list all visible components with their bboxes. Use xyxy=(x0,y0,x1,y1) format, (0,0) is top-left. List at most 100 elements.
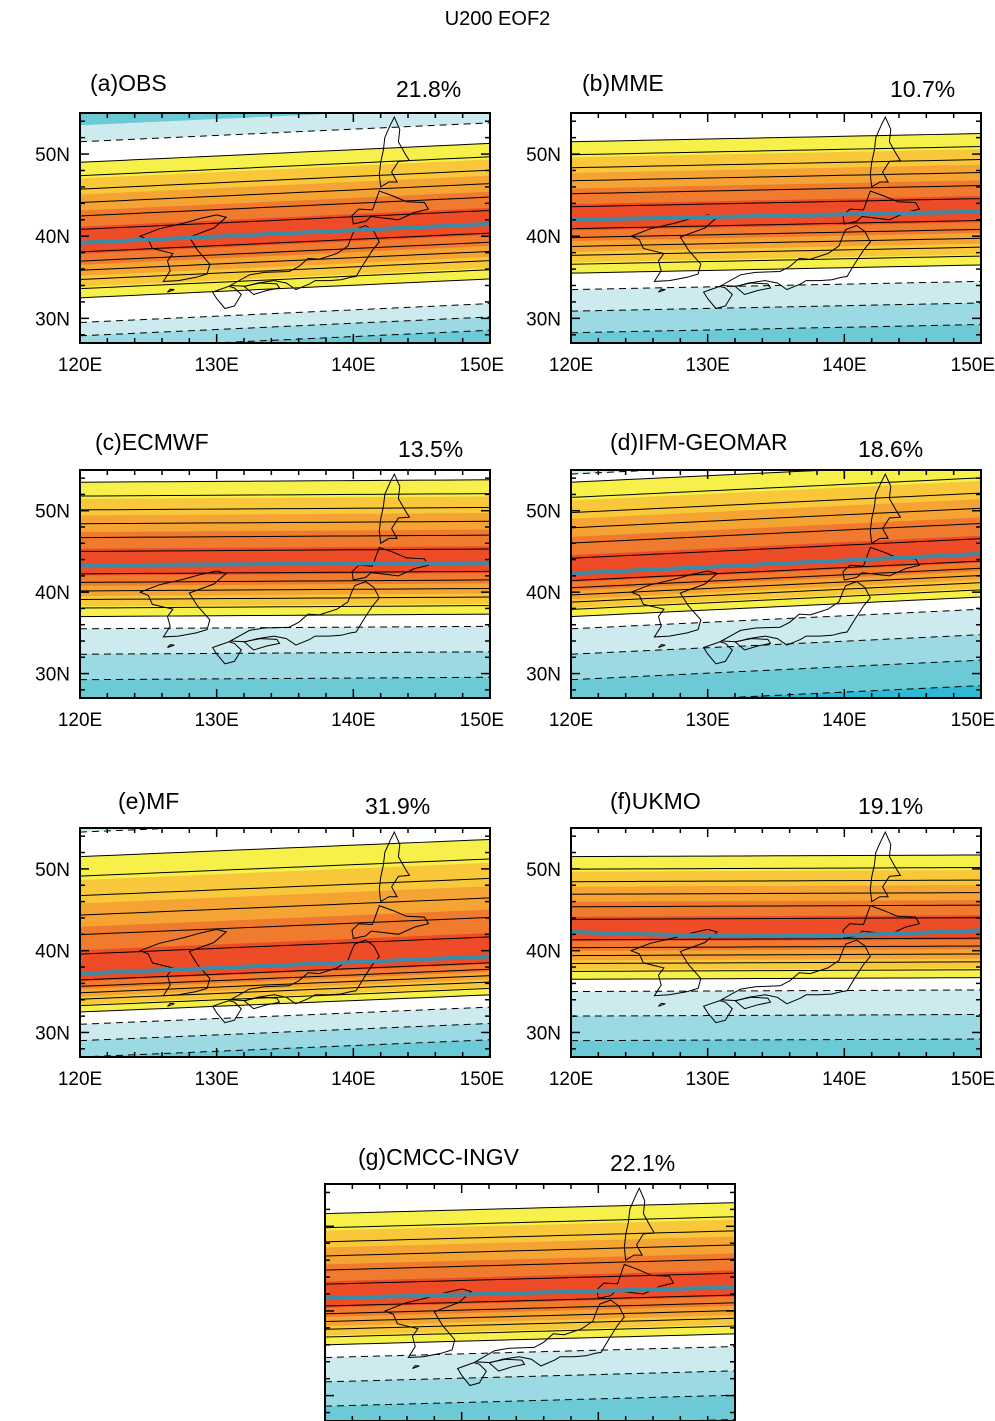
positive-contour xyxy=(80,250,490,271)
positive-anomaly-band xyxy=(80,143,490,298)
positive-contour xyxy=(571,133,981,143)
positive-anomaly-band xyxy=(571,470,981,617)
map-frame xyxy=(570,827,982,1058)
positive-contour xyxy=(80,975,490,994)
lat-tick-label: 50N xyxy=(526,860,561,881)
positive-anomaly-band xyxy=(571,517,981,591)
panel-variance: 22.1% xyxy=(610,1150,676,1176)
jet-axis-line xyxy=(80,221,490,245)
panel-variance: 19.1% xyxy=(858,793,924,819)
negative-anomaly-band xyxy=(571,402,981,458)
negative-anomaly-band xyxy=(80,113,348,126)
positive-contour xyxy=(571,589,981,610)
negative-anomaly-band xyxy=(571,660,981,698)
lon-tick-label: 150E xyxy=(460,1069,504,1090)
negative-contour xyxy=(325,1394,735,1407)
lat-tick-label: 30N xyxy=(35,309,70,330)
negative-anomaly-band xyxy=(80,677,490,698)
positive-contour xyxy=(80,987,490,1007)
positive-contour xyxy=(80,534,490,539)
positive-contour xyxy=(571,574,981,596)
negative-contour xyxy=(571,280,981,291)
coastline xyxy=(351,546,430,581)
positive-contour xyxy=(571,892,981,895)
lon-tick-label: 120E xyxy=(549,355,593,376)
positive-anomaly-band xyxy=(325,1219,735,1336)
coastline xyxy=(629,570,719,638)
lat-tick-label: 40N xyxy=(526,583,561,604)
map-frame xyxy=(570,112,982,344)
coastline xyxy=(167,1002,175,1007)
map-plot: 30N 40N 50N 120E 130E 140E 150E xyxy=(526,112,995,376)
coastline xyxy=(658,644,666,648)
negative-contour xyxy=(80,625,490,630)
negative-anomaly-band xyxy=(571,470,657,475)
map-frame xyxy=(570,469,982,699)
positive-contour xyxy=(80,183,490,204)
lon-tick-label: 150E xyxy=(460,355,504,376)
negative-contour xyxy=(571,1038,981,1042)
lat-tick-label: 30N xyxy=(35,665,70,686)
negative-anomaly-band xyxy=(470,1056,490,1057)
lon-tick-label: 150E xyxy=(460,710,504,731)
positive-anomaly-band xyxy=(80,886,490,997)
negative-anomaly-band xyxy=(571,609,981,687)
coastline xyxy=(138,570,228,638)
positive-anomaly-band xyxy=(571,480,981,608)
coastline xyxy=(138,214,228,282)
lon-tick-label: 130E xyxy=(194,710,238,731)
positive-contour xyxy=(571,477,981,498)
coastline xyxy=(629,928,719,997)
coastline xyxy=(412,1365,420,1369)
lat-tick-label: 30N xyxy=(526,1023,561,1044)
positive-anomaly-band xyxy=(571,885,981,961)
positive-contour xyxy=(80,877,490,897)
positive-contour xyxy=(80,916,490,936)
negative-anomaly-band xyxy=(80,1023,490,1057)
positive-contour xyxy=(80,156,490,177)
map-plot: 30N 40N 50N 120E 130E 140E 150E xyxy=(35,469,504,731)
lat-tick-label: 40N xyxy=(35,583,70,604)
panel-variance: 31.9% xyxy=(365,793,431,819)
lon-tick-label: 150E xyxy=(951,355,995,376)
positive-contour xyxy=(571,255,981,265)
coastline xyxy=(596,1263,675,1299)
lat-tick-label: 30N xyxy=(526,665,561,686)
positive-contour xyxy=(325,1325,735,1338)
negative-contour xyxy=(571,1064,981,1066)
positive-contour xyxy=(80,260,490,280)
negative-contour xyxy=(80,122,490,143)
positive-contour xyxy=(80,493,490,497)
lon-tick-label: 150E xyxy=(951,710,995,731)
panel-label: (d)IFM-GEOMAR xyxy=(610,429,788,455)
negative-anomaly-band xyxy=(213,330,490,343)
lat-tick-label: 40N xyxy=(35,227,70,248)
positive-anomaly-band xyxy=(80,191,490,265)
positive-anomaly-band xyxy=(80,479,490,617)
positive-contour xyxy=(80,596,490,600)
positive-contour xyxy=(325,1216,735,1229)
negative-contour xyxy=(80,651,490,655)
negative-anomaly-band xyxy=(325,1370,735,1421)
positive-anomaly-band xyxy=(571,854,981,980)
positive-contour xyxy=(80,520,490,525)
positive-contour xyxy=(571,237,981,247)
coastline xyxy=(629,214,719,282)
positive-contour xyxy=(325,1258,735,1271)
negative-contour xyxy=(80,1006,490,1025)
lon-tick-label: 140E xyxy=(822,710,866,731)
positive-anomaly-band xyxy=(80,207,490,254)
positive-contour xyxy=(80,570,490,575)
positive-anomaly-band xyxy=(80,159,490,287)
negative-anomaly-band xyxy=(80,344,490,409)
lat-tick-label: 50N xyxy=(35,502,70,523)
positive-anomaly-band xyxy=(571,133,981,274)
negative-anomaly-band xyxy=(571,634,981,698)
coastline xyxy=(456,1362,487,1387)
positive-contour xyxy=(571,146,981,156)
negative-contour xyxy=(571,608,981,630)
